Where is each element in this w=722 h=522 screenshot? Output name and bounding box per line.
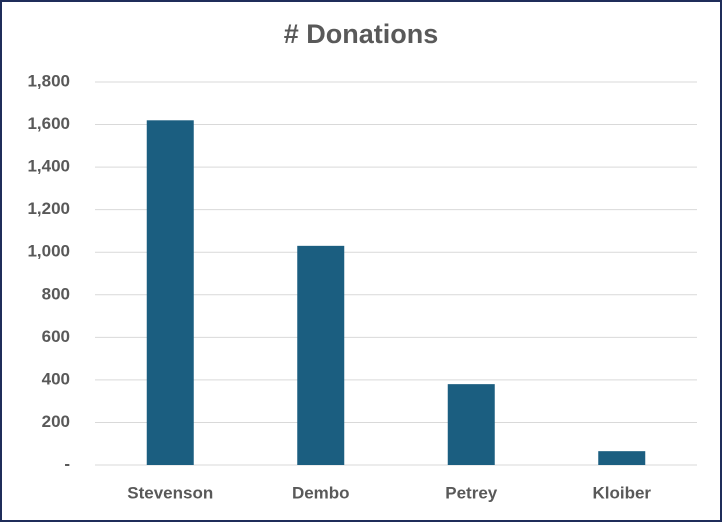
y-tick-label: 1,000 <box>27 242 70 261</box>
y-tick-label: 1,600 <box>27 114 70 133</box>
bar <box>598 451 646 465</box>
bar <box>146 120 194 466</box>
y-tick-label: 200 <box>42 412 70 431</box>
y-tick-label: 1,200 <box>27 199 70 218</box>
y-tick-label: 1,800 <box>27 71 70 90</box>
bar <box>447 384 495 465</box>
y-tick-label: 400 <box>42 369 70 388</box>
chart-title: # Donations <box>284 19 439 49</box>
y-tick-label: 800 <box>42 284 70 303</box>
bar <box>297 245 345 465</box>
x-tick-label: Petrey <box>445 483 498 502</box>
y-tick-label: 600 <box>42 327 70 346</box>
x-tick-label: Dembo <box>292 483 350 502</box>
x-tick-label: Kloiber <box>592 483 651 502</box>
y-tick-label: 1,400 <box>27 157 70 176</box>
y-tick-label: - <box>64 454 70 473</box>
x-tick-label: Stevenson <box>127 483 213 502</box>
